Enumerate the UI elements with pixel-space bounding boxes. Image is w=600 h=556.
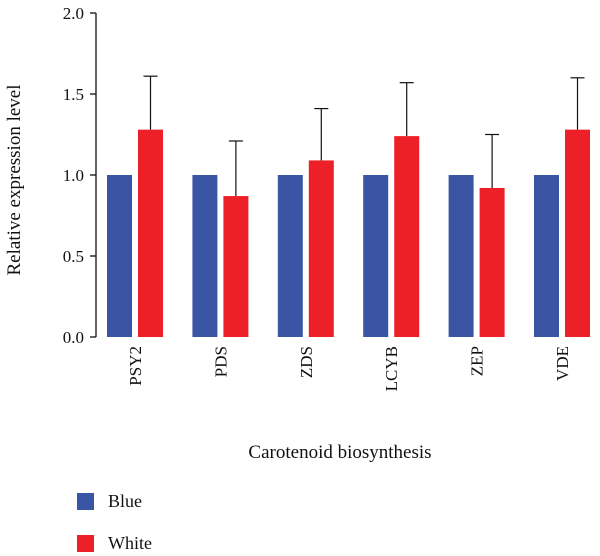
bar-blue-psy2 — [107, 175, 132, 337]
bar-blue-vde — [534, 175, 559, 337]
legend-swatch-white — [77, 535, 94, 552]
bar-blue-lcyb — [363, 175, 389, 337]
bar-blue-zep — [448, 175, 474, 337]
legend-label-white: White — [108, 533, 152, 553]
x-tick-label: ZEP — [468, 346, 487, 376]
bar-white-lcyb — [394, 136, 420, 337]
y-axis-title: Relative expression level — [4, 85, 25, 276]
bar-blue-pds — [192, 175, 218, 337]
bar-blue-zds — [277, 175, 303, 337]
x-tick-label: VDE — [553, 346, 572, 381]
x-tick-label: PSY2 — [126, 346, 145, 386]
y-axis: 0.0 0.5 1.0 1.5 2.0 — [63, 4, 97, 347]
x-tick-label: ZDS — [297, 346, 316, 378]
bar-white-zds — [308, 160, 334, 337]
legend-label-blue: Blue — [108, 491, 142, 511]
y-tick-label: 2.0 — [63, 4, 84, 23]
y-tick-label: 1.5 — [63, 85, 84, 104]
legend-swatch-blue — [77, 493, 94, 510]
bar-white-psy2 — [138, 129, 163, 337]
y-tick-label: 0.5 — [63, 247, 84, 266]
bars-group — [107, 129, 590, 337]
x-tick-label: PDS — [211, 346, 230, 377]
error-bars-group — [143, 75, 585, 197]
legend: Blue White — [77, 491, 152, 553]
y-tick-label: 0.0 — [63, 328, 84, 347]
bar-white-pds — [223, 196, 249, 337]
x-tick-label: LCYB — [382, 346, 401, 391]
bar-white-vde — [565, 129, 590, 337]
y-tick-label: 1.0 — [63, 166, 84, 185]
x-axis-title: Carotenoid biosynthesis — [248, 442, 431, 463]
bar-white-zep — [479, 187, 505, 337]
x-tick-labels: PSY2 PDS ZDS LCYB ZEP VDE — [126, 346, 572, 391]
